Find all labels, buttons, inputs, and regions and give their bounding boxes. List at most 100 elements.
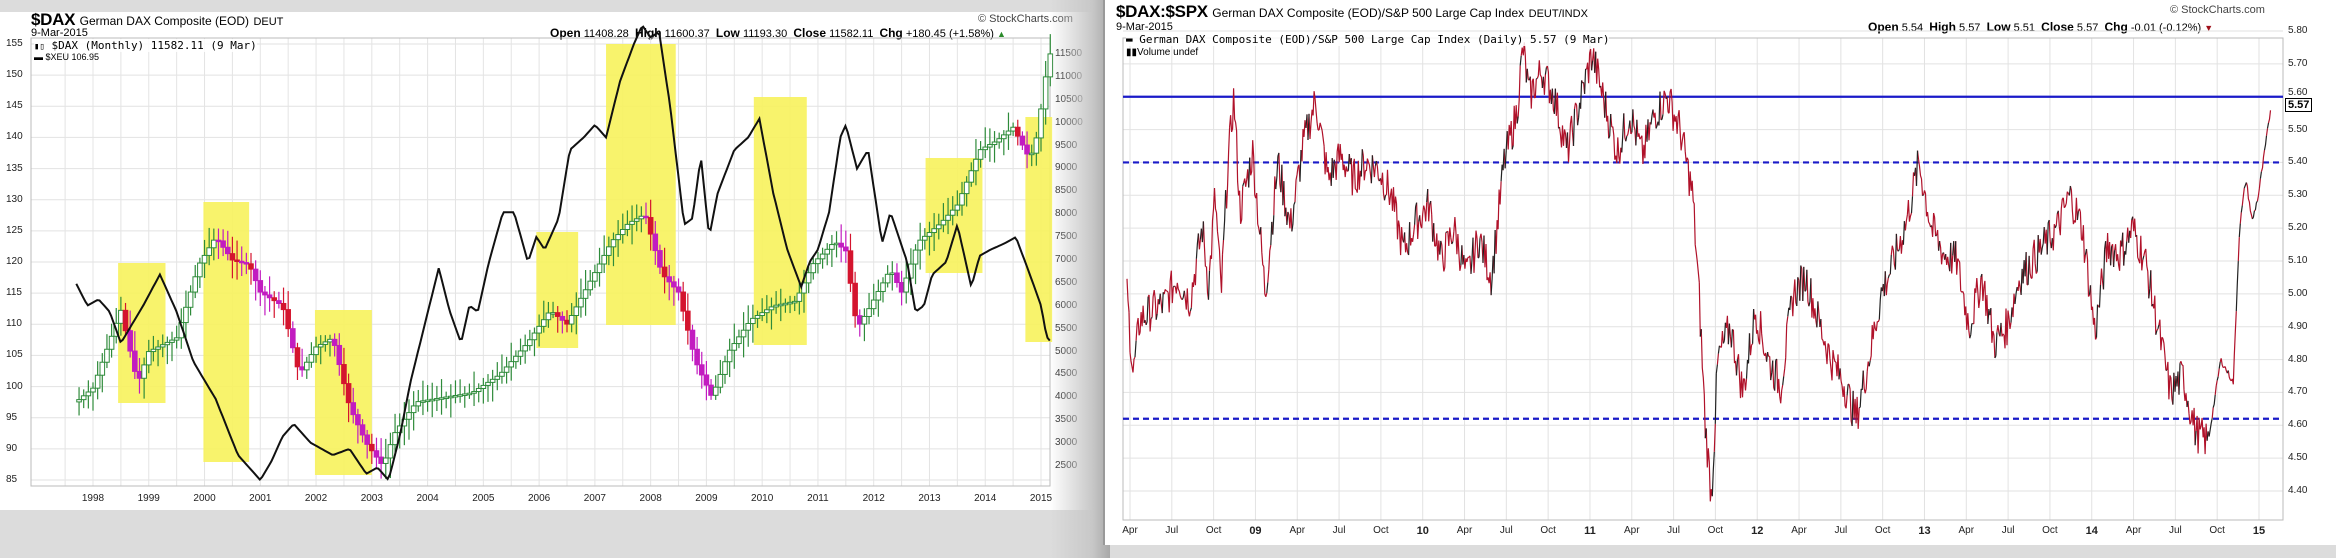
left-axis-tick: 145 xyxy=(6,100,23,112)
x-axis-tick: 1999 xyxy=(137,493,160,504)
x-axis-tick: 2004 xyxy=(416,493,439,504)
x-axis-tick: 12 xyxy=(1751,525,1764,537)
left-legend-2: ▬ $XEU 106.95 xyxy=(34,52,99,62)
left-chart-plot xyxy=(30,25,1054,487)
y-axis-tick: 4.60 xyxy=(2288,419,2308,431)
right-exchange: DEUT/INDX xyxy=(1528,8,1588,20)
left-axis-tick: 120 xyxy=(6,256,23,267)
x-axis-tick: Oct xyxy=(1707,525,1724,536)
x-axis-tick: 13 xyxy=(1918,525,1931,537)
low-label: Low xyxy=(715,26,740,40)
y-axis-tick: 5.10 xyxy=(2288,255,2308,266)
x-axis-tick: Apr xyxy=(1122,525,1138,536)
y-axis-tick: 4.50 xyxy=(2288,452,2308,464)
chg-value: +180.45 (+1.58%) xyxy=(905,28,994,40)
x-axis-tick: 2007 xyxy=(583,493,606,504)
y-axis-tick: 4.70 xyxy=(2288,386,2308,398)
x-axis-tick: 2003 xyxy=(360,493,383,504)
left-axis-tick: 130 xyxy=(6,193,23,205)
up-arrow-icon: ▲ xyxy=(996,29,1006,39)
x-axis-tick: 2010 xyxy=(751,493,774,504)
x-axis-tick: Apr xyxy=(1623,525,1640,536)
high-value: 11600.37 xyxy=(664,28,710,40)
right-symbol: $DAX:$SPX xyxy=(1116,2,1208,21)
legend-text: $XEU 106.95 xyxy=(45,52,100,62)
x-axis-tick: 14 xyxy=(2085,525,2098,537)
x-axis-tick: Apr xyxy=(2125,525,2142,536)
right-date: 9-Mar-2015 xyxy=(1116,21,1173,33)
left-name: German DAX Composite (EOD) xyxy=(79,14,249,28)
left-axis-tick: 155 xyxy=(6,38,23,49)
left-copyright: © StockCharts.com xyxy=(978,13,1073,25)
y-axis-tick: 5.40 xyxy=(2288,156,2308,168)
right-legend-2: ▮▮Volume undef xyxy=(1126,47,1198,58)
left-axis-tick: 95 xyxy=(6,411,18,423)
candlestick-icon: ▮▯ xyxy=(34,42,45,52)
x-axis-tick: 09 xyxy=(1249,525,1262,537)
right-copyright: © StockCharts.com xyxy=(2170,4,2265,16)
right-chart-panel xyxy=(1103,0,2336,545)
x-axis-tick: 2008 xyxy=(639,493,662,504)
left-axis-tick: 85 xyxy=(6,474,18,485)
x-axis-tick: 10 xyxy=(1416,525,1429,537)
x-axis-tick: Jul xyxy=(1834,525,1848,536)
x-axis-tick: Oct xyxy=(1874,525,1891,536)
line-icon: ▬ xyxy=(34,52,43,62)
x-axis-tick: 2009 xyxy=(695,493,718,504)
x-axis-tick: Jul xyxy=(1165,525,1179,536)
x-axis-tick: 2014 xyxy=(974,493,997,504)
x-axis-tick: 2012 xyxy=(862,493,885,504)
y-axis-tick: 5.30 xyxy=(2288,189,2308,201)
x-axis-tick: Oct xyxy=(1205,525,1222,536)
x-axis-tick: 15 xyxy=(2252,525,2266,537)
panel-divider-shadow xyxy=(1050,0,1110,558)
right-legend-1: ▬ German DAX Composite (EOD)/S&P 500 Lar… xyxy=(1126,33,1610,46)
left-axis-tick: 115 xyxy=(6,287,22,299)
x-axis-tick: 2001 xyxy=(249,493,272,504)
left-date: 9-Mar-2015 xyxy=(31,27,88,39)
x-axis-tick: 1998 xyxy=(81,493,105,504)
x-axis-tick: Jul xyxy=(2001,525,2015,536)
close-label: Close xyxy=(793,26,826,40)
x-axis-tick: Apr xyxy=(1289,525,1306,536)
legend-text: German DAX Composite (EOD)/S&P 500 Large… xyxy=(1139,33,1610,46)
open-label: Open xyxy=(550,26,581,40)
left-axis-tick: 140 xyxy=(6,131,23,143)
y-axis-tick: 5.80 xyxy=(2288,25,2308,36)
y-axis-tick: 5.20 xyxy=(2288,222,2308,234)
legend-text: Volume undef xyxy=(1137,47,1199,58)
left-axis-tick: 105 xyxy=(6,349,23,361)
chg-label: Chg xyxy=(879,26,903,40)
y-axis-tick: 4.90 xyxy=(2288,320,2308,332)
x-axis-tick: Jul xyxy=(2168,525,2182,536)
x-axis-tick: 2015 xyxy=(1029,493,1053,504)
x-axis-tick: Oct xyxy=(2042,525,2058,536)
left-axis-tick: 150 xyxy=(6,69,23,81)
x-axis-tick: Jul xyxy=(1499,525,1513,536)
x-axis-tick: Jul xyxy=(1667,525,1680,536)
y-axis-tick: 5.60 xyxy=(2288,86,2308,98)
low-value: 11193.30 xyxy=(742,28,788,40)
y-axis-tick: 5.00 xyxy=(2288,287,2308,299)
last-value-tag: 5.57 xyxy=(2285,98,2313,112)
open-value: 11408.28 xyxy=(583,28,629,40)
line-icon: ▬ xyxy=(1126,33,1133,46)
x-axis-tick: Jul xyxy=(1332,525,1346,536)
x-axis-tick: 2005 xyxy=(472,493,495,504)
left-chart-title: $DAX German DAX Composite (EOD) DEUT xyxy=(31,10,283,30)
right-name: German DAX Composite (EOD)/S&P 500 Large… xyxy=(1212,6,1525,20)
left-symbol: $DAX xyxy=(31,10,76,29)
x-axis-tick: 2000 xyxy=(193,493,216,504)
volume-bars-icon: ▮▮ xyxy=(1126,47,1138,58)
left-axis-tick: 90 xyxy=(6,442,18,454)
left-axis-tick: 100 xyxy=(6,380,23,392)
down-arrow-icon: ▼ xyxy=(2204,23,2214,33)
close-value: 11582.11 xyxy=(829,28,874,40)
y-axis-tick: 5.70 xyxy=(2288,57,2308,69)
left-axis-tick: 125 xyxy=(6,224,23,236)
x-axis-tick: Oct xyxy=(1373,525,1389,536)
x-axis-tick: Apr xyxy=(1791,525,1807,536)
right-chart-title: $DAX:$SPX German DAX Composite (EOD)/S&P… xyxy=(1116,2,1588,22)
left-legend-1: ▮▯ $DAX (Monthly) 11582.11 (9 Mar) xyxy=(34,39,257,52)
